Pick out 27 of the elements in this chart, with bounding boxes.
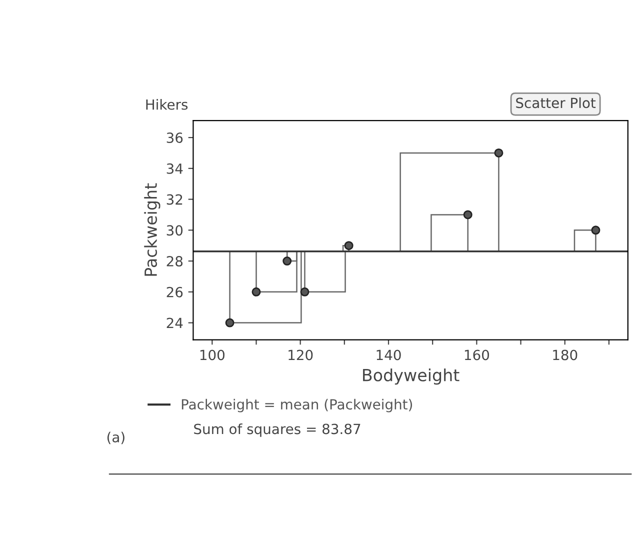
x-tick-label: 180 [553,350,578,360]
x-tick-label: 120 [288,350,313,360]
text: (a) [107,432,124,444]
point [463,210,472,220]
text: Scatter Plot [516,97,596,108]
text: Sum of squares = 83.87 [194,423,360,437]
y-axis-title: Packweight [144,183,160,276]
x-tick-label: 100 [200,350,224,360]
chart-title: Hikers [146,99,188,110]
point [225,318,234,328]
x-tick-label: 160 [464,350,490,360]
point [344,241,354,250]
point [300,287,310,296]
y-tick-label: 30 [166,225,183,236]
point [282,256,292,266]
y-tick-label: 34 [166,163,183,174]
point [252,287,261,296]
point [494,148,504,158]
y-tick-label: 28 [166,256,183,267]
y-tick-label: 26 [166,286,183,298]
y-tick-label: 36 [166,132,183,144]
y-tick-label: 32 [166,194,182,205]
point [591,226,600,235]
y-tick-label: 24 [166,318,183,328]
legend-label: Packweight = mean (Packweight) [182,398,412,412]
x-axis-title: Bodyweight [363,368,460,385]
x-tick-label: 140 [376,350,401,360]
